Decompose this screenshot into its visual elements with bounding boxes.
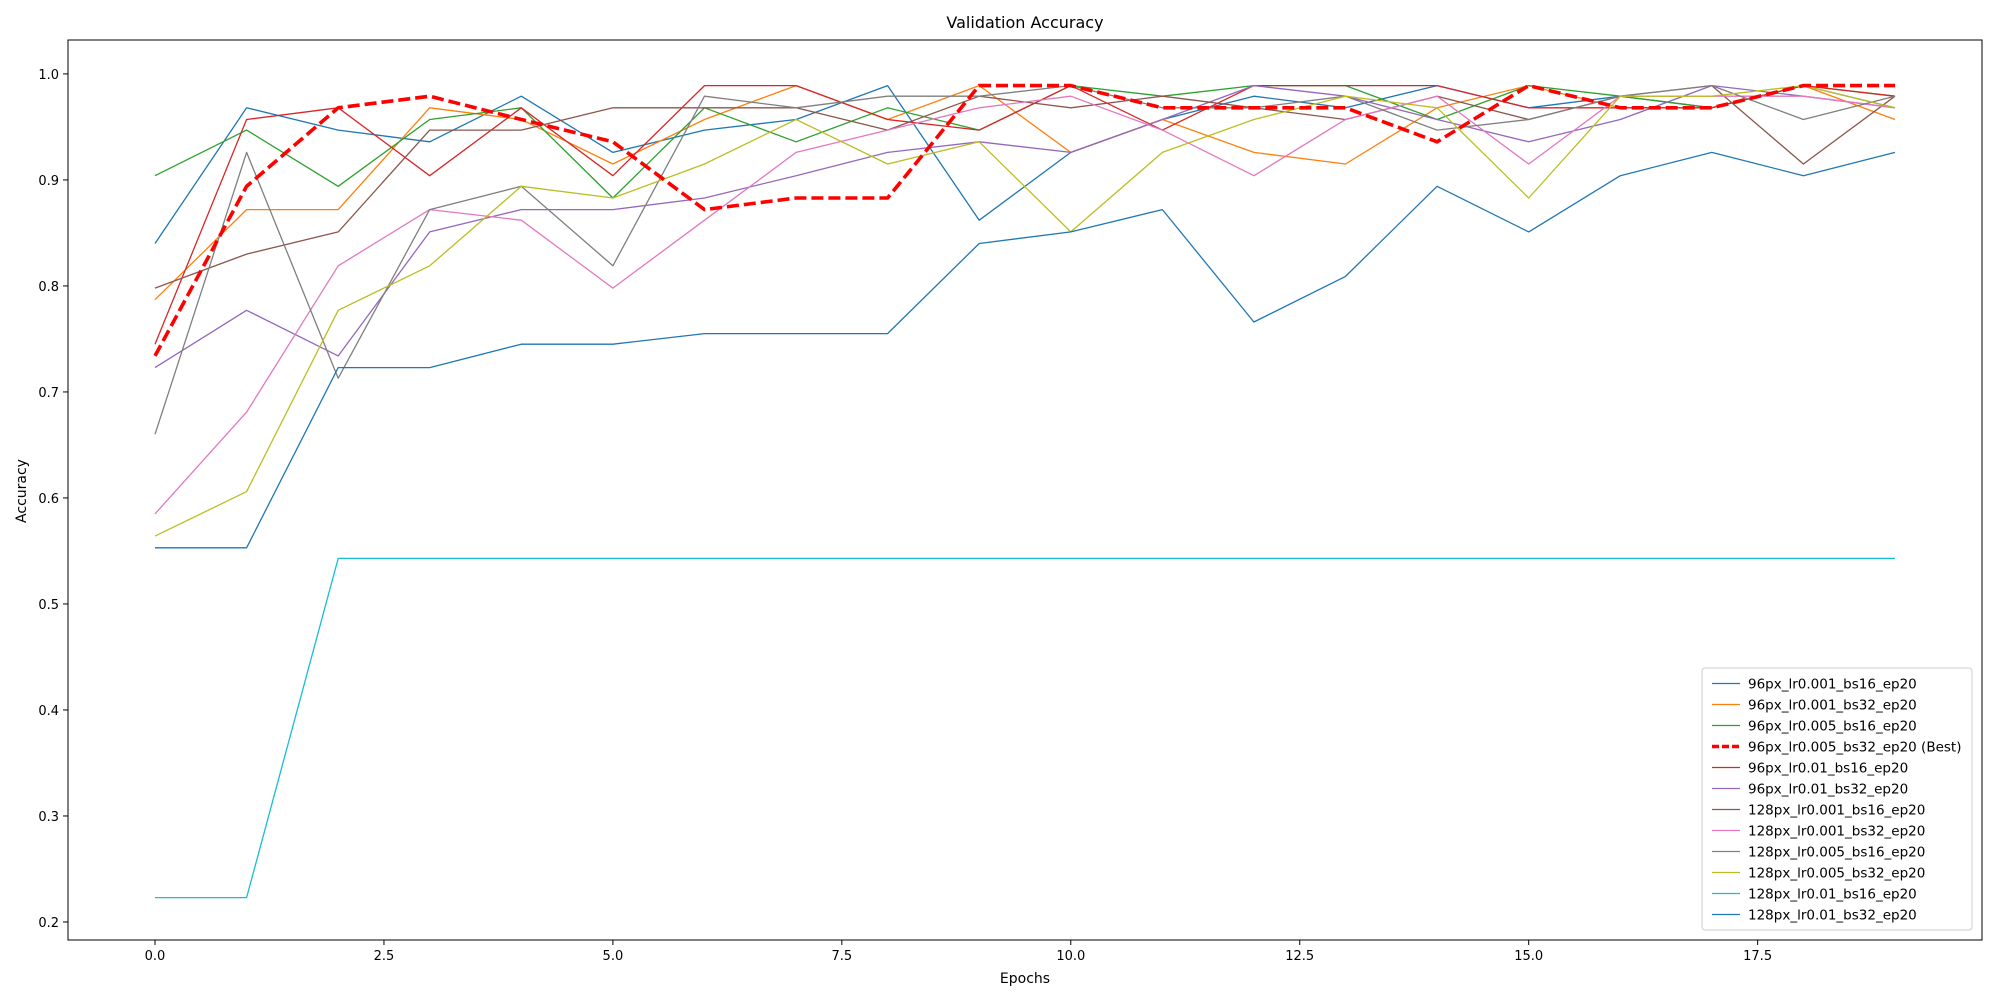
y-tick-label: 0.5	[38, 598, 59, 613]
x-tick-label: 17.5	[1743, 949, 1772, 964]
legend-label: 96px_lr0.001_bs32_ep20	[1748, 698, 1917, 714]
y-tick-label: 0.3	[38, 810, 59, 825]
legend-label: 96px_lr0.01_bs32_ep20	[1748, 782, 1908, 798]
x-tick-label: 12.5	[1285, 949, 1314, 964]
x-tick-label: 5.0	[603, 949, 624, 964]
legend-label: 96px_lr0.01_bs16_ep20	[1748, 761, 1908, 777]
series-line-4	[153, 83, 1895, 357]
x-tick-label: 7.5	[831, 949, 852, 964]
y-tick-label: 0.4	[38, 704, 59, 719]
y-axis-ticks: 0.2 0.3 0.4 0.5 0.6 0.7 0.8 0.9 1.0	[38, 68, 68, 931]
series-line-6	[154, 84, 1896, 369]
series-line-9	[154, 84, 1896, 435]
plot-area-frame	[67, 39, 1983, 941]
legend-label: 128px_lr0.01_bs32_ep20	[1748, 908, 1917, 924]
series-lines	[153, 83, 1896, 899]
legend-label: 128px_lr0.01_bs16_ep20	[1748, 887, 1917, 903]
x-tick-label: 15.0	[1514, 949, 1543, 964]
y-tick-label: 0.6	[38, 492, 59, 507]
y-axis-title: Accuracy	[14, 459, 30, 523]
y-tick-label: 0.2	[38, 916, 59, 931]
x-tick-label: 2.5	[374, 949, 395, 964]
x-axis-title: Epochs	[1000, 971, 1050, 987]
series-line-11	[155, 557, 1895, 899]
x-axis-ticks: 0.0 2.5 5.0 7.5 10.0 12.5 15.0 17.5	[145, 940, 1772, 964]
legend-label: 128px_lr0.001_bs32_ep20	[1748, 824, 1925, 840]
x-tick-label: 10.0	[1056, 949, 1085, 964]
legend-label: 128px_lr0.001_bs16_ep20	[1748, 803, 1925, 819]
legend-label: 96px_lr0.005_bs16_ep20	[1748, 719, 1917, 735]
series-line-8	[154, 95, 1896, 515]
x-tick-label: 0.0	[145, 949, 166, 964]
legend: 96px_lr0.001_bs16_ep20 96px_lr0.001_bs32_…	[1701, 667, 1973, 931]
y-tick-label: 0.8	[38, 280, 59, 295]
legend-box	[1701, 667, 1973, 931]
legend-label: 96px_lr0.005_bs32_ep20 (Best)	[1748, 740, 1962, 756]
chart-title: Validation Accuracy	[946, 13, 1103, 32]
series-line-12	[155, 151, 1896, 549]
y-tick-label: 0.7	[38, 386, 59, 401]
legend-label: 128px_lr0.005_bs16_ep20	[1748, 845, 1925, 861]
y-tick-label: 0.9	[38, 174, 59, 189]
legend-label: 128px_lr0.005_bs32_ep20	[1748, 866, 1925, 882]
series-line-10	[154, 84, 1896, 537]
legend-label: 96px_lr0.001_bs16_ep20	[1748, 677, 1917, 693]
y-tick-label: 1.0	[38, 68, 59, 83]
